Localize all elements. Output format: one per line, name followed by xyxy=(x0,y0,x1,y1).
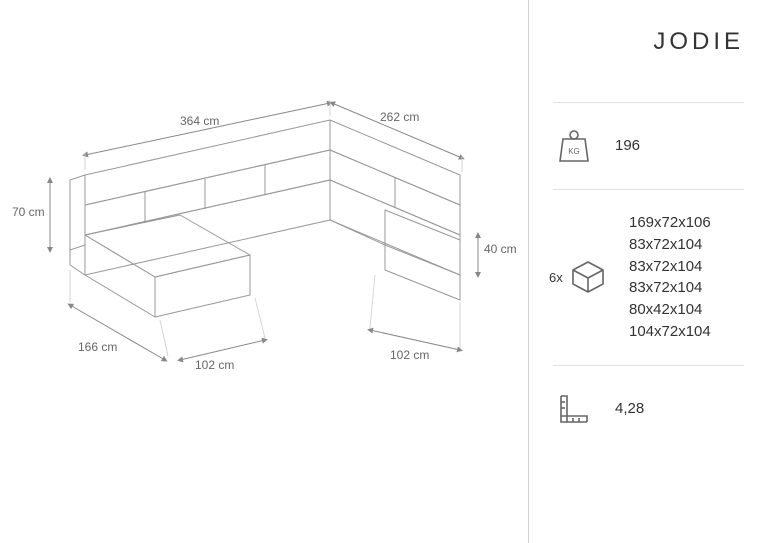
diagram-panel: 364 cm 262 cm 70 cm 40 cm 166 cm 102 cm … xyxy=(0,0,528,543)
product-title: JODIE xyxy=(553,28,744,84)
box-dim-5: 104x72x104 xyxy=(629,321,711,343)
box-icon xyxy=(567,256,609,298)
dim-depth-right: 262 cm xyxy=(380,110,419,124)
weight-value: 196 xyxy=(615,135,640,157)
spec-weight: KG 196 xyxy=(553,102,744,189)
box-dim-4: 80x42x104 xyxy=(629,299,711,321)
dim-chaise-depth: 166 cm xyxy=(78,340,117,354)
box-dim-3: 83x72x104 xyxy=(629,277,711,299)
box-count: 6x xyxy=(549,270,563,285)
dim-module-left: 102 cm xyxy=(195,358,234,372)
dim-width-total: 364 cm xyxy=(180,114,219,128)
box-dim-1: 83x72x104 xyxy=(629,234,711,256)
dim-height-back: 70 cm xyxy=(12,205,45,219)
volume-value: 4,28 xyxy=(615,398,644,420)
sofa-svg xyxy=(30,80,510,420)
box-dimensions: 169x72x106 83x72x104 83x72x104 83x72x104… xyxy=(629,212,711,343)
box-dim-0: 169x72x106 xyxy=(629,212,711,234)
spec-boxes: 6x 169x72x106 83x72x104 83x72x104 83x72x… xyxy=(553,189,744,365)
spec-panel: JODIE KG 196 6x 1 xyxy=(528,0,768,543)
dim-module-right: 102 cm xyxy=(390,348,429,362)
svg-text:KG: KG xyxy=(568,147,580,156)
ruler-icon xyxy=(553,388,595,430)
dim-seat-height: 40 cm xyxy=(484,242,517,256)
box-dim-2: 83x72x104 xyxy=(629,256,711,278)
spec-volume: 4,28 xyxy=(553,365,744,452)
weight-icon: KG xyxy=(553,125,595,167)
sofa-diagram: 364 cm 262 cm 70 cm 40 cm 166 cm 102 cm … xyxy=(30,80,510,420)
